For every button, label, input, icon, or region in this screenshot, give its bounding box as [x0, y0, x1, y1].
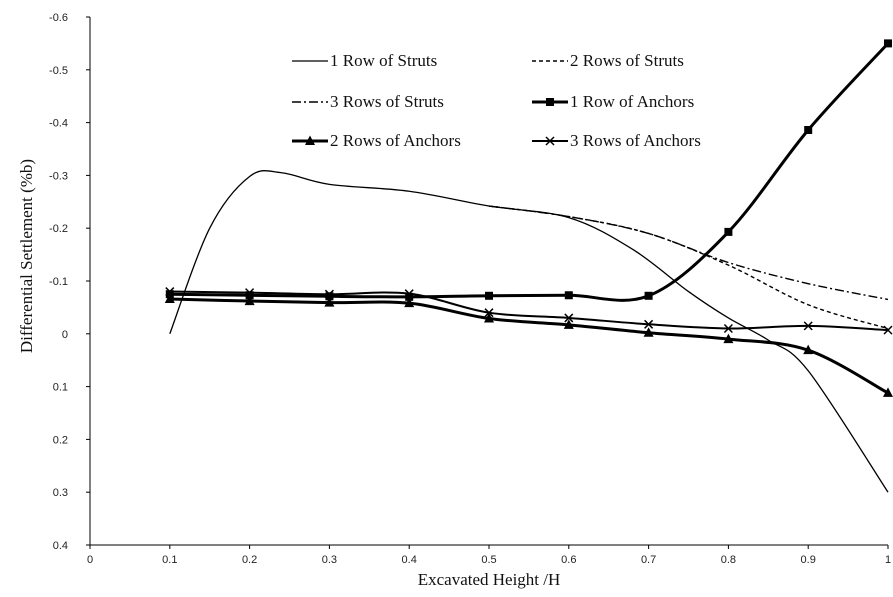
y-tick-label: -0.1	[49, 276, 68, 288]
1-row-of-anchors-point	[644, 291, 653, 300]
2-rows-of-anchors-point	[643, 327, 654, 337]
legend-label: 2 Rows of Anchors	[330, 131, 461, 150]
y-tick-label: -0.4	[49, 118, 68, 130]
series-line-3-rows-of-anchors	[169, 290, 889, 332]
3-rows-of-anchors-point	[564, 313, 574, 323]
x-tick-label: 0.2	[242, 554, 257, 566]
2-rows-of-anchors-point	[324, 297, 335, 307]
3-rows-of-anchors-point	[723, 323, 733, 334]
2-rows-of-anchors-point	[484, 312, 494, 323]
x-tick-label: 0.6	[561, 554, 576, 566]
x-axis-title: Excavated Height /H	[418, 570, 561, 589]
1-row-of-anchors-point	[564, 291, 573, 300]
series-line-1-row-of-struts	[169, 170, 889, 493]
1-row-of-anchors-point	[485, 291, 493, 300]
y-tick-label: -0.2	[49, 223, 68, 235]
x-tick-label: 1	[885, 554, 891, 566]
3-rows-of-anchors-point	[324, 289, 334, 299]
2-rows-of-anchors-point	[883, 387, 893, 397]
2-rows-of-anchors-point	[563, 319, 574, 329]
x-tick-label: 0.4	[402, 554, 417, 566]
legend-label: 3 Rows of Anchors	[570, 131, 701, 150]
y-tick-label: 0.2	[53, 434, 68, 446]
legend-2-rows-of-anchors-point	[305, 135, 315, 145]
x-tick-label: 0.5	[481, 554, 496, 566]
legend-item-3-rows-of-struts: 3 Rows of Struts	[292, 92, 444, 111]
2-rows-of-anchors-point	[404, 297, 415, 308]
1-row-of-anchors-point	[724, 227, 733, 236]
1-row-of-anchors-point	[884, 39, 892, 48]
legend-item-2-rows-of-anchors: 2 Rows of Anchors	[292, 131, 461, 150]
1-row-of-anchors-point	[245, 291, 254, 300]
3-rows-of-anchors-point	[803, 321, 813, 331]
y-tick-label: 0.4	[53, 540, 68, 552]
3-rows-of-anchors-point	[404, 289, 414, 299]
series-3-rows-of-anchors	[165, 287, 893, 335]
y-tick-group: -0.6 -0.5 -0.4 -0.3 -0.2 -0.1 0 0.1 0.2 0.3 0.4	[49, 12, 90, 552]
1-row-of-anchors-point	[804, 125, 813, 134]
legend-3-rows-of-anchors-point	[545, 136, 555, 146]
y-tick-label: -0.6	[49, 12, 68, 24]
y-tick-label: 0.1	[53, 382, 68, 394]
3-rows-of-anchors-point	[245, 288, 255, 298]
legend-item-3-rows-of-anchors: 3 Rows of Anchors	[532, 131, 701, 150]
legend-label: 1 Row of Struts	[330, 51, 437, 70]
legend-item-1-row-of-struts: 1 Row of Struts	[292, 51, 437, 70]
series-layer	[164, 39, 893, 493]
x-tick-label: 0.3	[322, 554, 337, 566]
x-tick-label: 0.1	[162, 554, 177, 566]
series-3-rows-of-struts	[488, 205, 889, 301]
legend: 1 Row of Struts 2 Rows of Struts 3 Rows of…	[292, 51, 701, 150]
3-rows-of-anchors-point	[883, 325, 893, 335]
series-2-rows-of-anchors	[164, 293, 893, 397]
2-rows-of-anchors-point	[803, 344, 814, 355]
y-axis-title: Differential Settlement (%b)	[17, 159, 36, 353]
x-tick-label: 0.9	[801, 554, 816, 566]
series-1-row-of-struts	[169, 170, 889, 493]
1-row-of-anchors-point	[325, 292, 334, 301]
1-row-of-anchors-point	[405, 292, 414, 301]
plot-area	[89, 17, 888, 546]
x-tick-label: 0.7	[641, 554, 656, 566]
3-rows-of-anchors-point	[165, 287, 175, 297]
2-rows-of-anchors-point	[164, 293, 175, 303]
legend-label: 1 Row of Anchors	[570, 92, 694, 111]
x-tick-label: 0	[87, 554, 93, 566]
x-tick-group: 0 0.1 0.2 0.3 0.4 0.5 0.6 0.7 0.8 0.9 1	[87, 545, 891, 566]
2-rows-of-anchors-point	[244, 295, 255, 306]
series-1-row-of-anchors	[165, 39, 892, 302]
series-line-2-rows-of-anchors	[169, 297, 889, 395]
3-rows-of-anchors-point	[484, 308, 494, 318]
legend-1-row-of-anchors-point	[546, 98, 554, 106]
legend-label: 2 Rows of Struts	[570, 51, 684, 70]
series-line-3-rows-of-struts	[488, 205, 889, 301]
series-line-1-row-of-anchors	[169, 42, 890, 302]
y-tick-label: 0	[62, 329, 68, 341]
y-tick-label: -0.3	[49, 170, 68, 182]
series-2-rows-of-struts	[488, 205, 889, 330]
y-tick-label: -0.5	[49, 65, 68, 77]
y-tick-label: 0.3	[53, 487, 68, 499]
3-rows-of-anchors-point	[644, 319, 654, 329]
legend-item-2-rows-of-struts: 2 Rows of Struts	[532, 51, 684, 70]
legend-item-1-row-of-anchors: 1 Row of Anchors	[532, 92, 694, 111]
series-line-2-rows-of-struts	[488, 205, 889, 330]
2-rows-of-anchors-point	[723, 333, 734, 344]
legend-label: 3 Rows of Struts	[330, 92, 444, 111]
x-tick-label: 0.8	[721, 554, 736, 566]
